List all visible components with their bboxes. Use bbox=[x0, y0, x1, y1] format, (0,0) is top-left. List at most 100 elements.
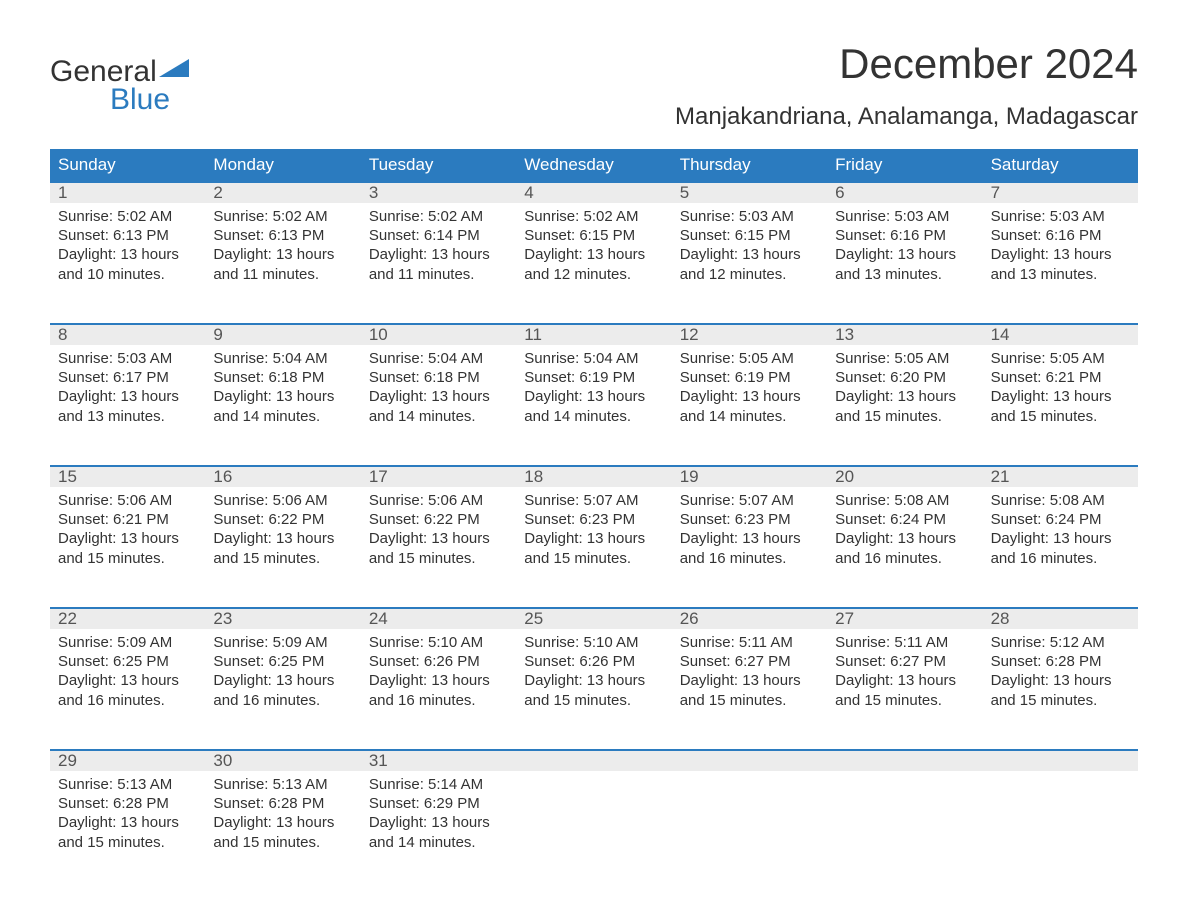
calendar-day: 2Sunrise: 5:02 AMSunset: 6:13 PMDaylight… bbox=[205, 183, 360, 301]
day-number: 7 bbox=[983, 183, 1138, 203]
day-number: 2 bbox=[205, 183, 360, 203]
day-number: 22 bbox=[50, 609, 205, 629]
sunrise-line: Sunrise: 5:05 AM bbox=[835, 349, 974, 368]
day-details: Sunrise: 5:05 AMSunset: 6:20 PMDaylight:… bbox=[827, 345, 982, 426]
sunset-line: Sunset: 6:28 PM bbox=[58, 794, 197, 813]
daylight-line: Daylight: 13 hours and 16 minutes. bbox=[213, 671, 352, 709]
weekday-label: Monday bbox=[205, 149, 360, 181]
day-number: 26 bbox=[672, 609, 827, 629]
calendar-day: 31Sunrise: 5:14 AMSunset: 6:29 PMDayligh… bbox=[361, 751, 516, 869]
day-number: 30 bbox=[205, 751, 360, 771]
sunrise-line: Sunrise: 5:03 AM bbox=[680, 207, 819, 226]
day-number: 29 bbox=[50, 751, 205, 771]
day-details: Sunrise: 5:13 AMSunset: 6:28 PMDaylight:… bbox=[205, 771, 360, 852]
day-details: Sunrise: 5:10 AMSunset: 6:26 PMDaylight:… bbox=[361, 629, 516, 710]
daylight-line: Daylight: 13 hours and 15 minutes. bbox=[58, 813, 197, 851]
sunset-line: Sunset: 6:26 PM bbox=[369, 652, 508, 671]
daylight-line: Daylight: 13 hours and 14 minutes. bbox=[680, 387, 819, 425]
day-number: 23 bbox=[205, 609, 360, 629]
day-details: Sunrise: 5:07 AMSunset: 6:23 PMDaylight:… bbox=[672, 487, 827, 568]
day-number: 28 bbox=[983, 609, 1138, 629]
calendar-week: 1Sunrise: 5:02 AMSunset: 6:13 PMDaylight… bbox=[50, 181, 1138, 301]
sunrise-line: Sunrise: 5:05 AM bbox=[680, 349, 819, 368]
sunset-line: Sunset: 6:14 PM bbox=[369, 226, 508, 245]
sunset-line: Sunset: 6:16 PM bbox=[991, 226, 1130, 245]
sunset-line: Sunset: 6:19 PM bbox=[524, 368, 663, 387]
daylight-line: Daylight: 13 hours and 16 minutes. bbox=[369, 671, 508, 709]
sunset-line: Sunset: 6:25 PM bbox=[58, 652, 197, 671]
sunrise-line: Sunrise: 5:03 AM bbox=[58, 349, 197, 368]
calendar-day: 19Sunrise: 5:07 AMSunset: 6:23 PMDayligh… bbox=[672, 467, 827, 585]
day-details: Sunrise: 5:08 AMSunset: 6:24 PMDaylight:… bbox=[983, 487, 1138, 568]
daylight-line: Daylight: 13 hours and 15 minutes. bbox=[991, 671, 1130, 709]
calendar-day: 14Sunrise: 5:05 AMSunset: 6:21 PMDayligh… bbox=[983, 325, 1138, 443]
daylight-line: Daylight: 13 hours and 14 minutes. bbox=[524, 387, 663, 425]
sunrise-line: Sunrise: 5:06 AM bbox=[58, 491, 197, 510]
daylight-line: Daylight: 13 hours and 13 minutes. bbox=[991, 245, 1130, 283]
calendar-day: 5Sunrise: 5:03 AMSunset: 6:15 PMDaylight… bbox=[672, 183, 827, 301]
calendar-day: 24Sunrise: 5:10 AMSunset: 6:26 PMDayligh… bbox=[361, 609, 516, 727]
sunset-line: Sunset: 6:16 PM bbox=[835, 226, 974, 245]
weekday-label: Tuesday bbox=[361, 149, 516, 181]
daylight-line: Daylight: 13 hours and 15 minutes. bbox=[991, 387, 1130, 425]
day-number: 20 bbox=[827, 467, 982, 487]
daylight-line: Daylight: 13 hours and 12 minutes. bbox=[680, 245, 819, 283]
day-number bbox=[516, 751, 671, 771]
sunset-line: Sunset: 6:28 PM bbox=[213, 794, 352, 813]
day-details: Sunrise: 5:10 AMSunset: 6:26 PMDaylight:… bbox=[516, 629, 671, 710]
sunrise-line: Sunrise: 5:06 AM bbox=[213, 491, 352, 510]
sunrise-line: Sunrise: 5:07 AM bbox=[680, 491, 819, 510]
day-details: Sunrise: 5:02 AMSunset: 6:13 PMDaylight:… bbox=[50, 203, 205, 284]
day-number: 25 bbox=[516, 609, 671, 629]
daylight-line: Daylight: 13 hours and 16 minutes. bbox=[991, 529, 1130, 567]
day-details: Sunrise: 5:05 AMSunset: 6:19 PMDaylight:… bbox=[672, 345, 827, 426]
daylight-line: Daylight: 13 hours and 16 minutes. bbox=[680, 529, 819, 567]
sunset-line: Sunset: 6:20 PM bbox=[835, 368, 974, 387]
daylight-line: Daylight: 13 hours and 15 minutes. bbox=[835, 671, 974, 709]
calendar-day: 10Sunrise: 5:04 AMSunset: 6:18 PMDayligh… bbox=[361, 325, 516, 443]
sunset-line: Sunset: 6:27 PM bbox=[835, 652, 974, 671]
sunrise-line: Sunrise: 5:02 AM bbox=[524, 207, 663, 226]
day-details: Sunrise: 5:05 AMSunset: 6:21 PMDaylight:… bbox=[983, 345, 1138, 426]
day-details: Sunrise: 5:08 AMSunset: 6:24 PMDaylight:… bbox=[827, 487, 982, 568]
calendar-day bbox=[672, 751, 827, 869]
sunset-line: Sunset: 6:26 PM bbox=[524, 652, 663, 671]
sunrise-line: Sunrise: 5:14 AM bbox=[369, 775, 508, 794]
day-details: Sunrise: 5:03 AMSunset: 6:16 PMDaylight:… bbox=[827, 203, 982, 284]
day-number: 16 bbox=[205, 467, 360, 487]
daylight-line: Daylight: 13 hours and 14 minutes. bbox=[369, 387, 508, 425]
day-details: Sunrise: 5:06 AMSunset: 6:22 PMDaylight:… bbox=[205, 487, 360, 568]
sunset-line: Sunset: 6:22 PM bbox=[369, 510, 508, 529]
day-number: 17 bbox=[361, 467, 516, 487]
day-details: Sunrise: 5:11 AMSunset: 6:27 PMDaylight:… bbox=[672, 629, 827, 710]
daylight-line: Daylight: 13 hours and 15 minutes. bbox=[680, 671, 819, 709]
daylight-line: Daylight: 13 hours and 15 minutes. bbox=[524, 529, 663, 567]
sunset-line: Sunset: 6:29 PM bbox=[369, 794, 508, 813]
calendar-body: 1Sunrise: 5:02 AMSunset: 6:13 PMDaylight… bbox=[50, 181, 1138, 869]
sunset-line: Sunset: 6:17 PM bbox=[58, 368, 197, 387]
calendar-day: 22Sunrise: 5:09 AMSunset: 6:25 PMDayligh… bbox=[50, 609, 205, 727]
sunset-line: Sunset: 6:24 PM bbox=[835, 510, 974, 529]
sunrise-line: Sunrise: 5:11 AM bbox=[835, 633, 974, 652]
daylight-line: Daylight: 13 hours and 16 minutes. bbox=[835, 529, 974, 567]
calendar-day: 4Sunrise: 5:02 AMSunset: 6:15 PMDaylight… bbox=[516, 183, 671, 301]
sunset-line: Sunset: 6:23 PM bbox=[680, 510, 819, 529]
calendar-day: 11Sunrise: 5:04 AMSunset: 6:19 PMDayligh… bbox=[516, 325, 671, 443]
day-details: Sunrise: 5:04 AMSunset: 6:19 PMDaylight:… bbox=[516, 345, 671, 426]
calendar-day: 30Sunrise: 5:13 AMSunset: 6:28 PMDayligh… bbox=[205, 751, 360, 869]
weekday-label: Wednesday bbox=[516, 149, 671, 181]
day-details: Sunrise: 5:03 AMSunset: 6:17 PMDaylight:… bbox=[50, 345, 205, 426]
day-number bbox=[827, 751, 982, 771]
day-details: Sunrise: 5:13 AMSunset: 6:28 PMDaylight:… bbox=[50, 771, 205, 852]
day-number: 9 bbox=[205, 325, 360, 345]
calendar-day: 29Sunrise: 5:13 AMSunset: 6:28 PMDayligh… bbox=[50, 751, 205, 869]
calendar-day: 7Sunrise: 5:03 AMSunset: 6:16 PMDaylight… bbox=[983, 183, 1138, 301]
day-details: Sunrise: 5:04 AMSunset: 6:18 PMDaylight:… bbox=[361, 345, 516, 426]
sunset-line: Sunset: 6:24 PM bbox=[991, 510, 1130, 529]
sunrise-line: Sunrise: 5:04 AM bbox=[369, 349, 508, 368]
day-number: 19 bbox=[672, 467, 827, 487]
calendar-day: 13Sunrise: 5:05 AMSunset: 6:20 PMDayligh… bbox=[827, 325, 982, 443]
day-details: Sunrise: 5:03 AMSunset: 6:16 PMDaylight:… bbox=[983, 203, 1138, 284]
sunrise-line: Sunrise: 5:02 AM bbox=[58, 207, 197, 226]
day-details: Sunrise: 5:02 AMSunset: 6:14 PMDaylight:… bbox=[361, 203, 516, 284]
